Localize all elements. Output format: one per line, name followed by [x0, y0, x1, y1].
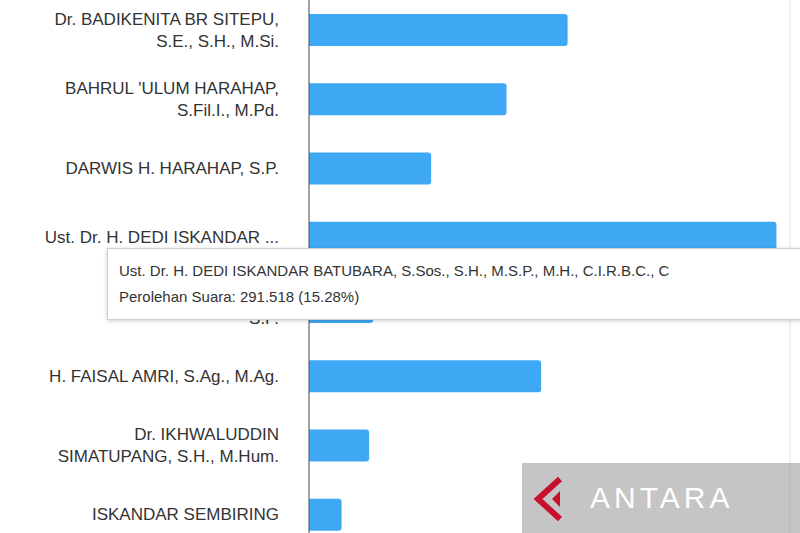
svg-text:BAHRUL 'ULUM HARAHAP,S.Fil.I.,: BAHRUL 'ULUM HARAHAP,S.Fil.I., M.Pd.: [65, 79, 279, 120]
html-text:ANTARA: ANTARA: [590, 481, 734, 514]
svg-text:Ust. Dr. H. DEDI ISKANDAR ...: Ust. Dr. H. DEDI ISKANDAR ...: [45, 228, 279, 247]
svg-text:Dr. BADIKENITA BR SITEPU,S.E.,: Dr. BADIKENITA BR SITEPU,S.E., S.H., M.S…: [54, 10, 279, 51]
html-text:Perolehan Suara: 291.518 (15.2: Perolehan Suara: 291.518 (15.28%): [119, 288, 360, 305]
html-text:Ust. Dr. H. DEDI ISKANDAR BATU: Ust. Dr. H. DEDI ISKANDAR BATUBARA, S.So…: [119, 262, 670, 279]
svg-text:DARWIS H. HARAHAP, S.P.: DARWIS H. HARAHAP, S.P.: [65, 159, 279, 178]
html-text:EMSAH: EMSAH: [218, 286, 279, 306]
svg-text:ISKANDAR SEMBIRING: ISKANDAR SEMBIRING: [92, 505, 279, 524]
svg-text:Dr. IKHWALUDDINSIMATUPANG, S.H: Dr. IKHWALUDDINSIMATUPANG, S.H., M.Hum.: [58, 425, 279, 466]
svg-text:H. FAISAL AMRI, S.Ag., M.Ag.: H. FAISAL AMRI, S.Ag., M.Ag.: [49, 367, 279, 386]
html-text:S.P.: S.P.: [249, 308, 279, 328]
